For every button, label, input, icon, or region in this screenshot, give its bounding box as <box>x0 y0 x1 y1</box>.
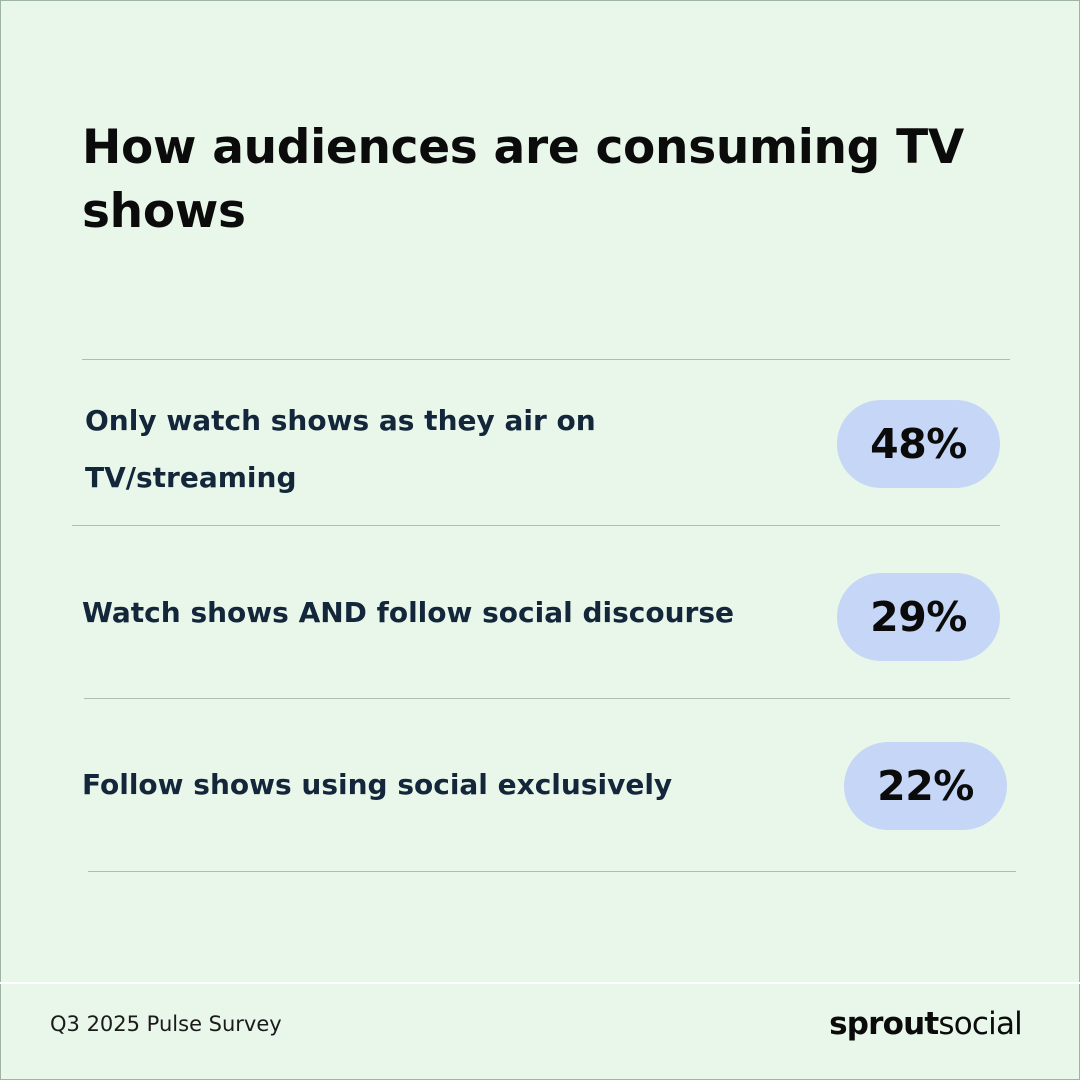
row-label: Watch shows AND follow social discourse <box>82 596 734 629</box>
logo-word-bold: sprout <box>829 1006 939 1042</box>
row-value-pill: 22% <box>844 742 1007 830</box>
footer-separator <box>0 982 1080 984</box>
row-divider-bottom <box>88 871 1016 872</box>
sprout-social-logo: sproutsocial <box>829 1006 1023 1042</box>
row-label: Follow shows using social exclusively <box>82 768 673 801</box>
row-value-pill: 48% <box>837 400 1000 488</box>
row-divider-top <box>82 359 1010 360</box>
row-divider <box>84 698 1010 699</box>
row-divider <box>72 525 1000 526</box>
survey-source: Q3 2025 Pulse Survey <box>50 1012 282 1036</box>
row-label: Only watch shows as they air on TV/strea… <box>85 404 596 494</box>
chart-title: How audiences are consuming TV shows <box>82 120 964 239</box>
logo-word-light: social <box>938 1006 1022 1042</box>
row-value-pill: 29% <box>837 573 1000 661</box>
